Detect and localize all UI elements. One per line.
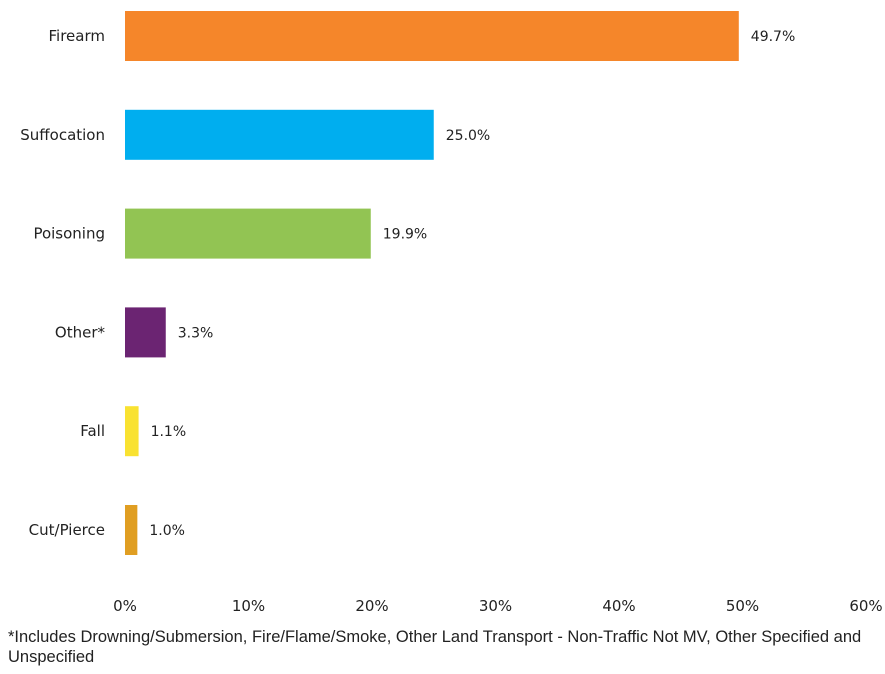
- x-tick-label: 0%: [113, 597, 137, 615]
- bar-chart: Firearm Suffocation Poisoning Other* Fall Cut…: [20, 11, 883, 615]
- value-labels: 49.7% 25.0% 19.9% 3.3% 1.1% 1.0%: [149, 29, 795, 539]
- category-label-fall: Fall: [80, 422, 105, 440]
- x-tick-label: 60%: [849, 597, 882, 615]
- bars: [125, 11, 739, 555]
- footnote: *Includes Drowning/Submersion, Fire/Flam…: [8, 628, 862, 666]
- value-label-cut-pierce: 1.0%: [149, 523, 185, 539]
- x-tick-label: 30%: [479, 597, 512, 615]
- x-tick-label: 20%: [355, 597, 388, 615]
- bar-poisoning: [125, 208, 371, 259]
- category-label-poisoning: Poisoning: [33, 225, 105, 243]
- value-label-fall: 1.1%: [151, 424, 187, 440]
- bar-cut-pierce: [125, 505, 138, 555]
- bar-fall: [125, 406, 139, 457]
- value-label-firearm: 49.7%: [751, 29, 795, 45]
- x-axis-tick-labels: 0% 10% 20% 30% 40% 50% 60%: [113, 597, 883, 615]
- category-label-suffocation: Suffocation: [20, 126, 105, 144]
- category-label-other: Other*: [55, 323, 106, 341]
- category-label-cut-pierce: Cut/Pierce: [29, 521, 105, 539]
- value-label-suffocation: 25.0%: [446, 128, 490, 144]
- bar-firearm: [125, 11, 739, 61]
- x-tick-label: 50%: [726, 597, 759, 615]
- bar-other: [125, 307, 166, 358]
- category-label-firearm: Firearm: [49, 27, 105, 45]
- value-label-poisoning: 19.9%: [383, 227, 427, 243]
- x-tick-label: 40%: [602, 597, 635, 615]
- bar-suffocation: [125, 109, 434, 160]
- category-labels: Firearm Suffocation Poisoning Other* Fall Cut…: [20, 27, 105, 539]
- value-label-other: 3.3%: [178, 325, 214, 341]
- x-tick-label: 10%: [232, 597, 265, 615]
